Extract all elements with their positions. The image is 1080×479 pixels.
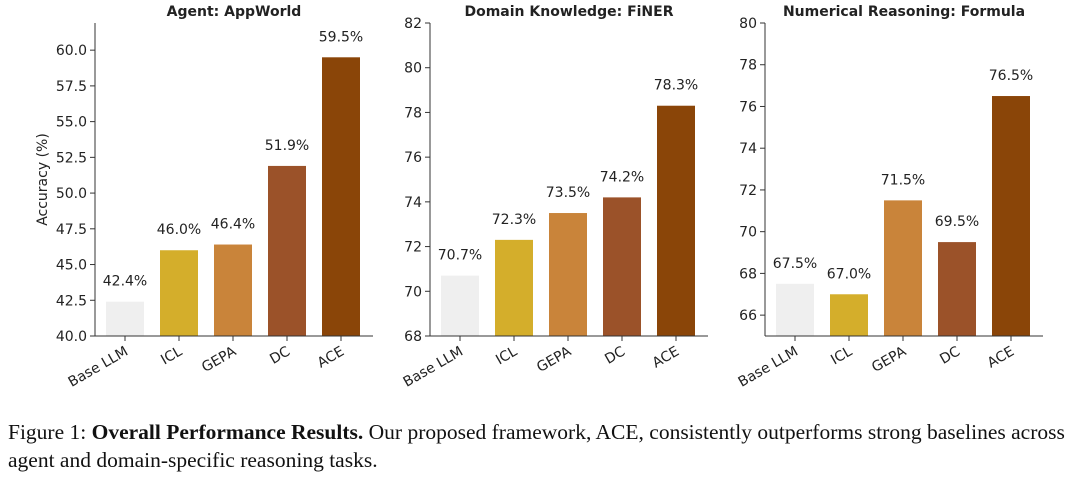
bar [106, 301, 144, 336]
x-tick-label: ICL [828, 344, 855, 369]
y-tick-label: 72 [404, 240, 422, 256]
chart-title: Domain Knowledge: FiNER [464, 4, 673, 20]
bar [441, 275, 479, 336]
y-tick-label: 66 [739, 308, 757, 324]
y-tick-label: 57.5 [56, 79, 87, 95]
caption: Figure 1: Overall Performance Results. O… [8, 418, 1078, 474]
y-tick-label: 68 [404, 329, 422, 345]
x-tick-label: DC [602, 343, 628, 367]
bar [938, 242, 976, 336]
bar [495, 239, 533, 336]
value-label: 69.5% [935, 214, 979, 230]
caption-label: Figure 1: [8, 420, 87, 444]
bar [214, 244, 252, 336]
value-label: 51.9% [265, 138, 309, 154]
value-label: 76.5% [989, 68, 1033, 84]
y-tick-label: 42.5 [56, 293, 87, 309]
x-tick-label: DC [937, 343, 963, 367]
value-label: 71.5% [881, 172, 925, 188]
x-tick-label: DC [267, 343, 293, 367]
y-tick-label: 70 [404, 284, 422, 300]
value-label: 67.5% [773, 256, 817, 272]
value-label: 72.3% [492, 212, 536, 228]
y-tick-label: 76 [404, 150, 422, 166]
y-tick-label: 55.0 [56, 115, 87, 131]
figure: Agent: AppWorld Accuracy (%) 40.0 42.5 45.0 4… [35, 4, 1043, 391]
value-label: 70.7% [438, 248, 482, 264]
bar [322, 57, 360, 337]
x-tick-label: GEPA [869, 343, 909, 375]
caption-text: Our proposed framework, ACE, consistentl… [8, 420, 1065, 472]
value-label: 42.4% [103, 274, 147, 290]
y-tick-label: 40.0 [56, 329, 87, 345]
y-tick-label: 82 [404, 16, 422, 32]
x-tick-label: ICL [158, 344, 185, 369]
caption-bold: Overall Performance Results. [91, 420, 364, 444]
y-tick-label: 78 [404, 105, 422, 121]
y-tick-label: 76 [739, 99, 757, 115]
y-tick-label: 80 [739, 16, 757, 32]
value-label: 74.2% [600, 169, 644, 185]
value-label: 46.4% [211, 217, 255, 233]
value-label: 67.0% [827, 266, 871, 282]
y-tick-label: 74 [739, 141, 757, 157]
x-tick-label: ACE [650, 344, 682, 372]
y-axis-label: Accuracy (%) [35, 133, 51, 226]
x-tick-label: ACE [315, 344, 347, 372]
bar [160, 250, 198, 336]
x-tick-label: Base LLM [401, 344, 466, 391]
y-tick-label: 72 [739, 183, 757, 199]
bar [603, 197, 641, 336]
value-label: 78.3% [654, 78, 698, 94]
bar [830, 294, 868, 336]
chart-title: Agent: AppWorld [167, 4, 302, 20]
y-tick-label: 50.0 [56, 186, 87, 202]
bar [884, 200, 922, 336]
value-label: 59.5% [319, 29, 363, 45]
x-tick-label: GEPA [199, 343, 239, 375]
x-tick-label: Base LLM [736, 344, 801, 391]
y-tick-label: 74 [404, 195, 422, 211]
y-tick-label: 80 [404, 61, 422, 77]
x-tick-label: Base LLM [66, 344, 131, 391]
y-tick-label: 70 [739, 225, 757, 241]
value-label: 73.5% [546, 185, 590, 201]
bar [776, 283, 814, 336]
y-tick-label: 60.0 [56, 43, 87, 59]
y-tick-label: 45.0 [56, 258, 87, 274]
y-tick-label: 78 [739, 58, 757, 74]
x-tick-label: ICL [493, 344, 520, 369]
bar [549, 213, 587, 336]
bar [992, 96, 1030, 337]
value-label: 46.0% [157, 222, 201, 238]
x-tick-label: ACE [985, 344, 1017, 372]
y-tick-label: 47.5 [56, 222, 87, 238]
x-tick-label: GEPA [534, 343, 574, 375]
bar [657, 105, 695, 336]
y-tick-label: 52.5 [56, 150, 87, 166]
bar [268, 165, 306, 336]
chart-title: Numerical Reasoning: Formula [783, 4, 1025, 20]
y-tick-label: 68 [739, 266, 757, 282]
